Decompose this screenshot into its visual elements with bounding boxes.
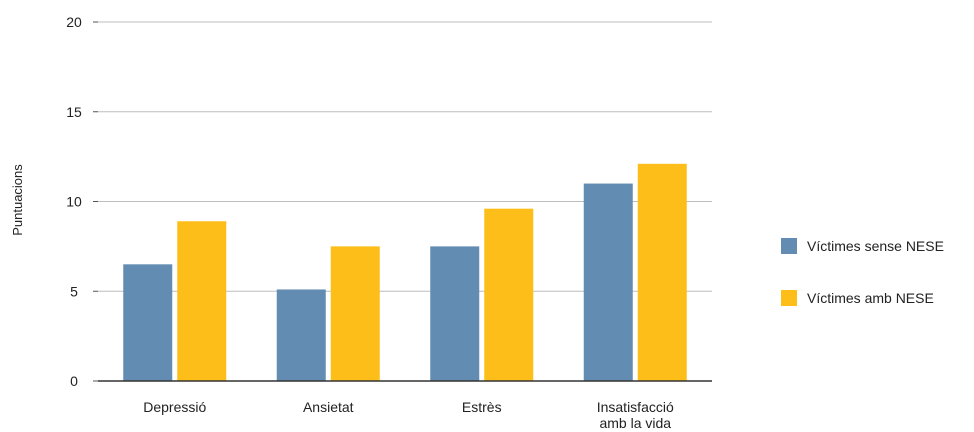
bar [177, 221, 227, 381]
x-tick-label: Estrès [462, 399, 502, 415]
bars [123, 163, 687, 381]
y-axis: 0 5 10 15 20 [66, 14, 98, 389]
bar [637, 163, 687, 381]
legend-label: Víctimes amb NESE [807, 290, 934, 306]
y-tick-label: 15 [66, 104, 82, 120]
legend-swatch [781, 290, 797, 306]
y-tick-label: 20 [66, 14, 82, 30]
bar [484, 208, 534, 381]
y-axis-label: Puntuacions [10, 164, 25, 236]
legend: Víctimes sense NESE Víctimes amb NESE [781, 238, 944, 306]
legend-label: Víctimes sense NESE [807, 238, 944, 254]
x-axis: Depressió Ansietat Estrès Insatisfacció amb … [98, 380, 712, 431]
y-tick-label: 0 [70, 373, 78, 389]
bar [430, 246, 480, 381]
x-tick-label: Ansietat [303, 399, 354, 415]
bar [330, 246, 380, 381]
y-tick-label: 5 [70, 283, 78, 299]
bar [583, 183, 633, 381]
y-tick-label: 10 [66, 194, 82, 210]
x-tick-label: Depressió [143, 399, 206, 415]
legend-swatch [781, 238, 797, 254]
bar [123, 264, 173, 381]
x-tick-label: Insatisfacció amb la vida [597, 399, 674, 431]
bar [276, 289, 326, 381]
